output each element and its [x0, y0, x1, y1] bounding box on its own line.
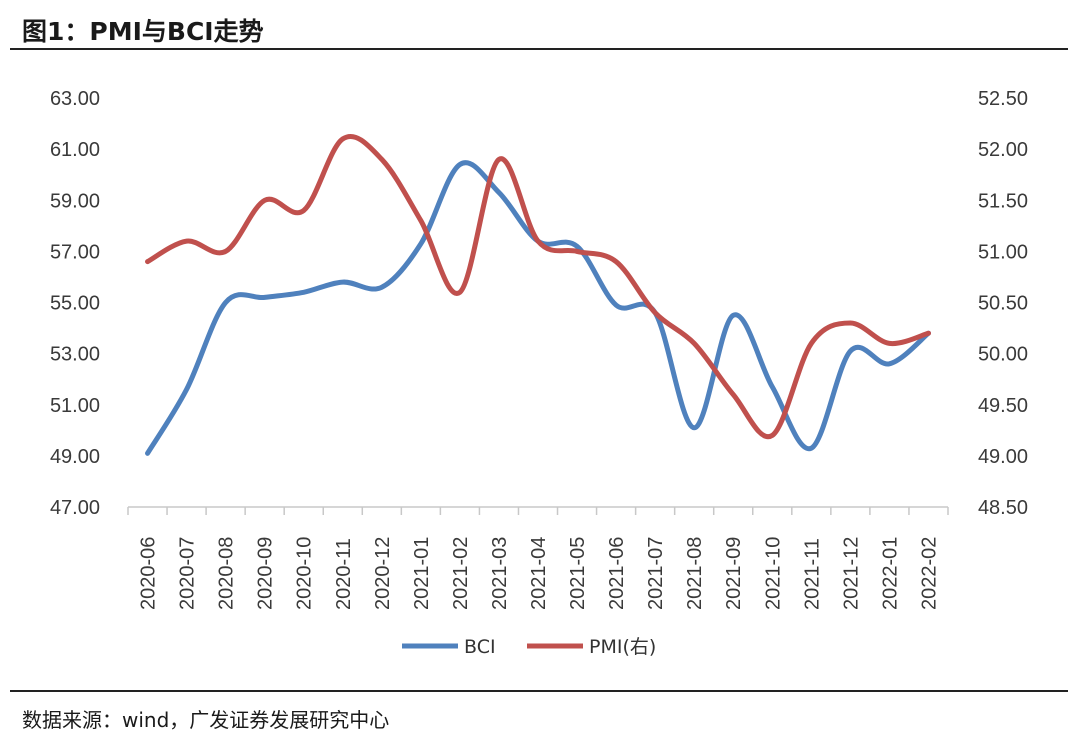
left-tick-label: 55.00	[50, 293, 100, 315]
legend: BCI PMI(右)	[402, 636, 656, 658]
x-tick-label: 2021-06	[606, 537, 628, 610]
x-tick-label: 2021-02	[450, 537, 472, 610]
series-line-pmi	[145, 134, 931, 440]
x-tick-label: 2021-07	[645, 537, 667, 610]
left-tick-label: 61.00	[50, 139, 100, 161]
x-tick-label: 2021-05	[567, 537, 589, 610]
right-tick-label: 52.00	[978, 139, 1028, 161]
legend-label: PMI(右)	[589, 636, 656, 658]
x-tick-label: 2020-06	[138, 537, 160, 610]
x-tick-label: 2021-10	[762, 537, 784, 610]
source-rule	[10, 690, 1068, 692]
x-tick-label: 2020-12	[372, 537, 394, 610]
source-note: 数据来源：wind，广发证券发展研究中心	[22, 708, 390, 732]
left-tick-label: 59.00	[50, 190, 100, 212]
left-axis-ticks: 47.00 49.00 51.00 53.00 55.00 57.00 59.00 61.00…	[50, 88, 100, 519]
figure-title: 图1：PMI与BCI走势	[22, 17, 264, 46]
x-tick-label: 2021-03	[489, 537, 511, 610]
x-tick-label: 2021-09	[723, 537, 745, 610]
left-tick-label: 49.00	[50, 446, 100, 468]
left-tick-label: 57.00	[50, 241, 100, 263]
left-tick-label: 53.00	[50, 344, 100, 366]
chart: 47.00 49.00 51.00 53.00 55.00 57.00 59.00 61.00…	[50, 88, 1028, 658]
left-tick-label: 63.00	[50, 88, 100, 110]
series-line-bci	[145, 160, 931, 456]
x-axis-ticks: 2020-06 2020-07 2020-08 2020-09 2020-10 2020-…	[127, 507, 949, 610]
x-tick-label: 2020-07	[177, 537, 199, 610]
right-tick-label: 49.00	[978, 446, 1028, 468]
x-tick-label: 2021-11	[801, 538, 823, 610]
title-rule	[10, 48, 1068, 50]
legend-label: BCI	[464, 636, 496, 658]
x-tick-label: 2022-01	[879, 537, 901, 610]
x-tick-label: 2022-02	[918, 537, 940, 610]
right-tick-label: 49.50	[978, 395, 1028, 417]
x-tick-label: 2021-04	[528, 537, 550, 610]
x-tick-label: 2021-01	[411, 537, 433, 610]
right-tick-label: 48.50	[978, 497, 1028, 519]
x-tick-label: 2021-08	[684, 537, 706, 610]
left-tick-label: 51.00	[50, 395, 100, 417]
right-tick-label: 51.00	[978, 241, 1028, 263]
x-tick-label: 2020-09	[255, 537, 277, 610]
right-tick-label: 50.00	[978, 344, 1028, 366]
right-tick-label: 50.50	[978, 293, 1028, 315]
left-tick-label: 47.00	[50, 497, 100, 519]
right-axis-ticks: 48.50 49.00 49.50 50.00 50.50 51.00 51.50 52.00…	[978, 88, 1028, 519]
x-tick-label: 2020-11	[333, 538, 355, 610]
x-tick-label: 2020-08	[216, 537, 238, 610]
x-tick-label: 2021-12	[840, 537, 862, 610]
right-tick-label: 51.50	[978, 190, 1028, 212]
right-tick-label: 52.50	[978, 88, 1028, 110]
x-tick-label: 2020-10	[294, 537, 316, 610]
series-lines	[145, 134, 931, 456]
